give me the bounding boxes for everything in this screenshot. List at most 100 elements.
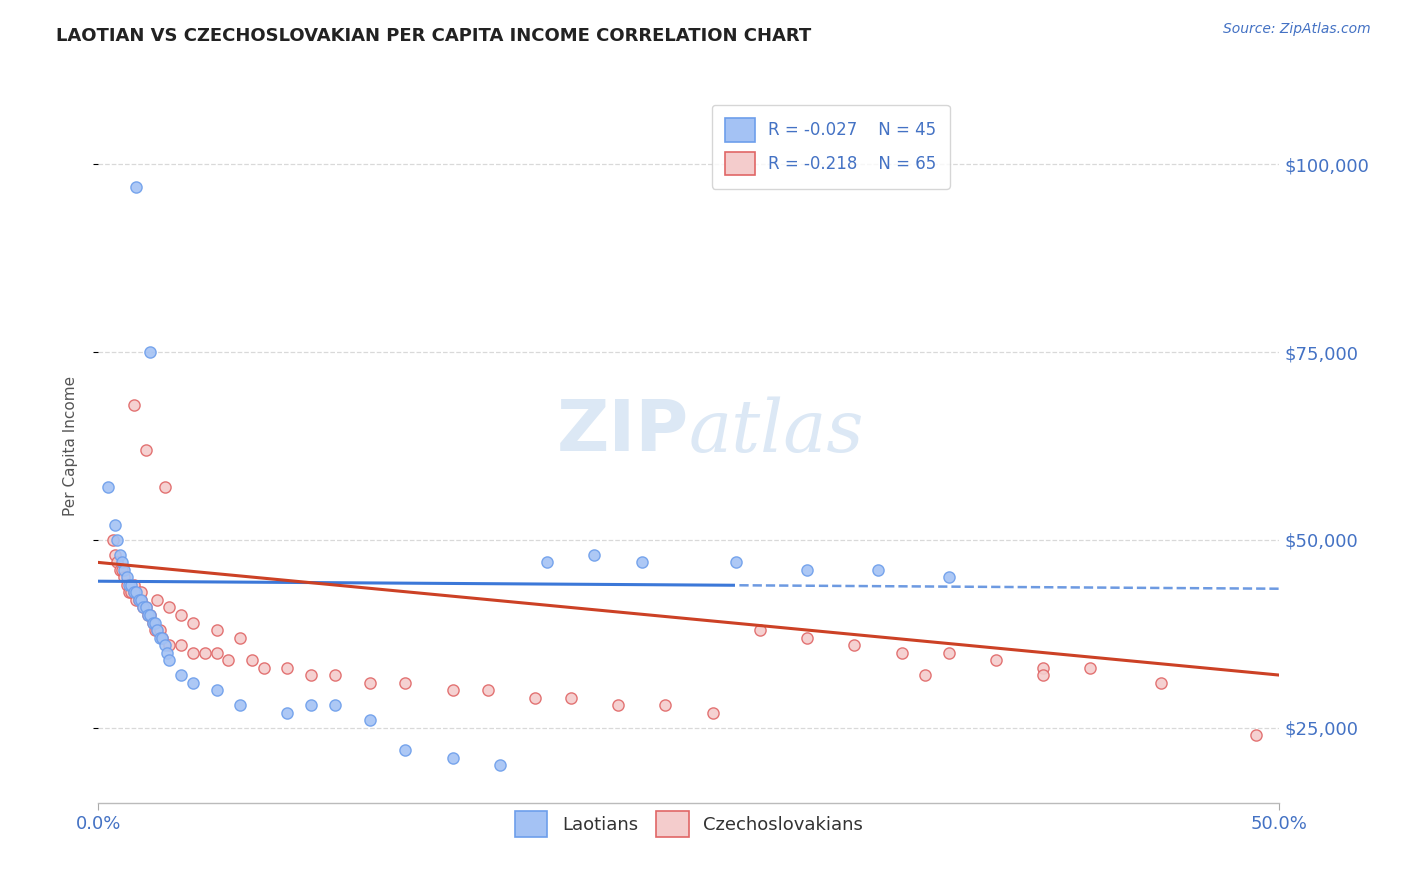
Point: [125, 585, 148, 599]
Point: [136, 607, 159, 622]
Point: [1244, 728, 1267, 742]
Point: [796, 563, 818, 577]
Point: [323, 668, 346, 682]
Point: [104, 517, 127, 532]
Point: [1150, 675, 1173, 690]
Point: [181, 675, 204, 690]
Point: [229, 698, 252, 713]
Point: [118, 585, 141, 599]
Point: [146, 593, 169, 607]
Point: [394, 675, 416, 690]
Text: ZIP: ZIP: [557, 397, 689, 467]
Point: [111, 563, 134, 577]
Point: [560, 690, 582, 705]
Point: [143, 623, 166, 637]
Point: [111, 556, 134, 570]
Point: [121, 578, 143, 592]
Point: [122, 578, 145, 592]
Point: [984, 653, 1007, 667]
Point: [938, 646, 960, 660]
Point: [654, 698, 676, 713]
Point: [125, 179, 148, 194]
Point: [150, 631, 173, 645]
Point: [135, 442, 157, 457]
Point: [583, 548, 606, 562]
Point: [136, 607, 159, 622]
Point: [135, 600, 157, 615]
Point: [181, 615, 204, 630]
Point: [299, 668, 322, 682]
Point: [477, 683, 499, 698]
Point: [240, 653, 263, 667]
Point: [170, 638, 193, 652]
Point: [205, 646, 228, 660]
Point: [170, 607, 193, 622]
Point: [105, 533, 128, 547]
Point: [1080, 660, 1102, 674]
Point: [914, 668, 936, 682]
Point: [630, 556, 652, 570]
Point: [146, 623, 169, 637]
Point: [143, 615, 166, 630]
Point: [229, 631, 252, 645]
Point: [205, 623, 228, 637]
Point: [607, 698, 630, 713]
Point: [97, 480, 120, 494]
Point: [524, 690, 547, 705]
Point: [132, 600, 155, 615]
Point: [796, 631, 818, 645]
Point: [170, 668, 193, 682]
Point: [157, 653, 180, 667]
Point: [536, 556, 558, 570]
Point: [115, 578, 138, 592]
Point: [866, 563, 889, 577]
Point: [394, 743, 416, 757]
Point: [115, 570, 138, 584]
Point: [142, 615, 165, 630]
Point: [139, 607, 162, 622]
Point: [122, 585, 145, 599]
Text: atlas: atlas: [689, 396, 865, 467]
Point: [108, 548, 131, 562]
Point: [129, 585, 152, 599]
Point: [1032, 660, 1054, 674]
Point: [129, 593, 152, 607]
Point: [101, 533, 124, 547]
Point: [157, 638, 180, 652]
Point: [128, 593, 150, 607]
Point: [118, 578, 141, 592]
Point: [112, 563, 135, 577]
Point: [323, 698, 346, 713]
Point: [153, 480, 176, 494]
Point: [139, 607, 162, 622]
Point: [122, 585, 145, 599]
Point: [146, 623, 169, 637]
Legend: Laotians, Czechoslovakians: Laotians, Czechoslovakians: [508, 804, 870, 844]
Point: [121, 585, 143, 599]
Point: [359, 675, 381, 690]
Point: [748, 623, 770, 637]
Point: [489, 758, 512, 772]
Point: [122, 398, 145, 412]
Point: [702, 706, 724, 720]
Point: [149, 631, 172, 645]
Point: [150, 631, 173, 645]
Point: [299, 698, 322, 713]
Point: [104, 548, 127, 562]
Point: [194, 646, 217, 660]
Point: [276, 660, 298, 674]
Point: [253, 660, 276, 674]
Point: [108, 563, 131, 577]
Point: [725, 556, 748, 570]
Text: LAOTIAN VS CZECHOSLOVAKIAN PER CAPITA INCOME CORRELATION CHART: LAOTIAN VS CZECHOSLOVAKIAN PER CAPITA IN…: [56, 27, 811, 45]
Point: [181, 646, 204, 660]
Point: [112, 570, 135, 584]
Point: [205, 683, 228, 698]
Point: [844, 638, 866, 652]
Point: [139, 345, 162, 359]
Point: [359, 713, 381, 727]
Point: [217, 653, 239, 667]
Point: [129, 593, 152, 607]
Point: [142, 615, 165, 630]
Point: [441, 683, 464, 698]
